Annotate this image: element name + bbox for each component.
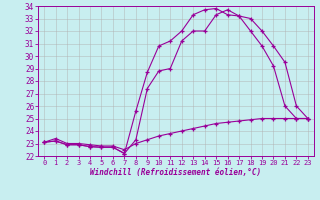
X-axis label: Windchill (Refroidissement éolien,°C): Windchill (Refroidissement éolien,°C) — [91, 168, 261, 177]
